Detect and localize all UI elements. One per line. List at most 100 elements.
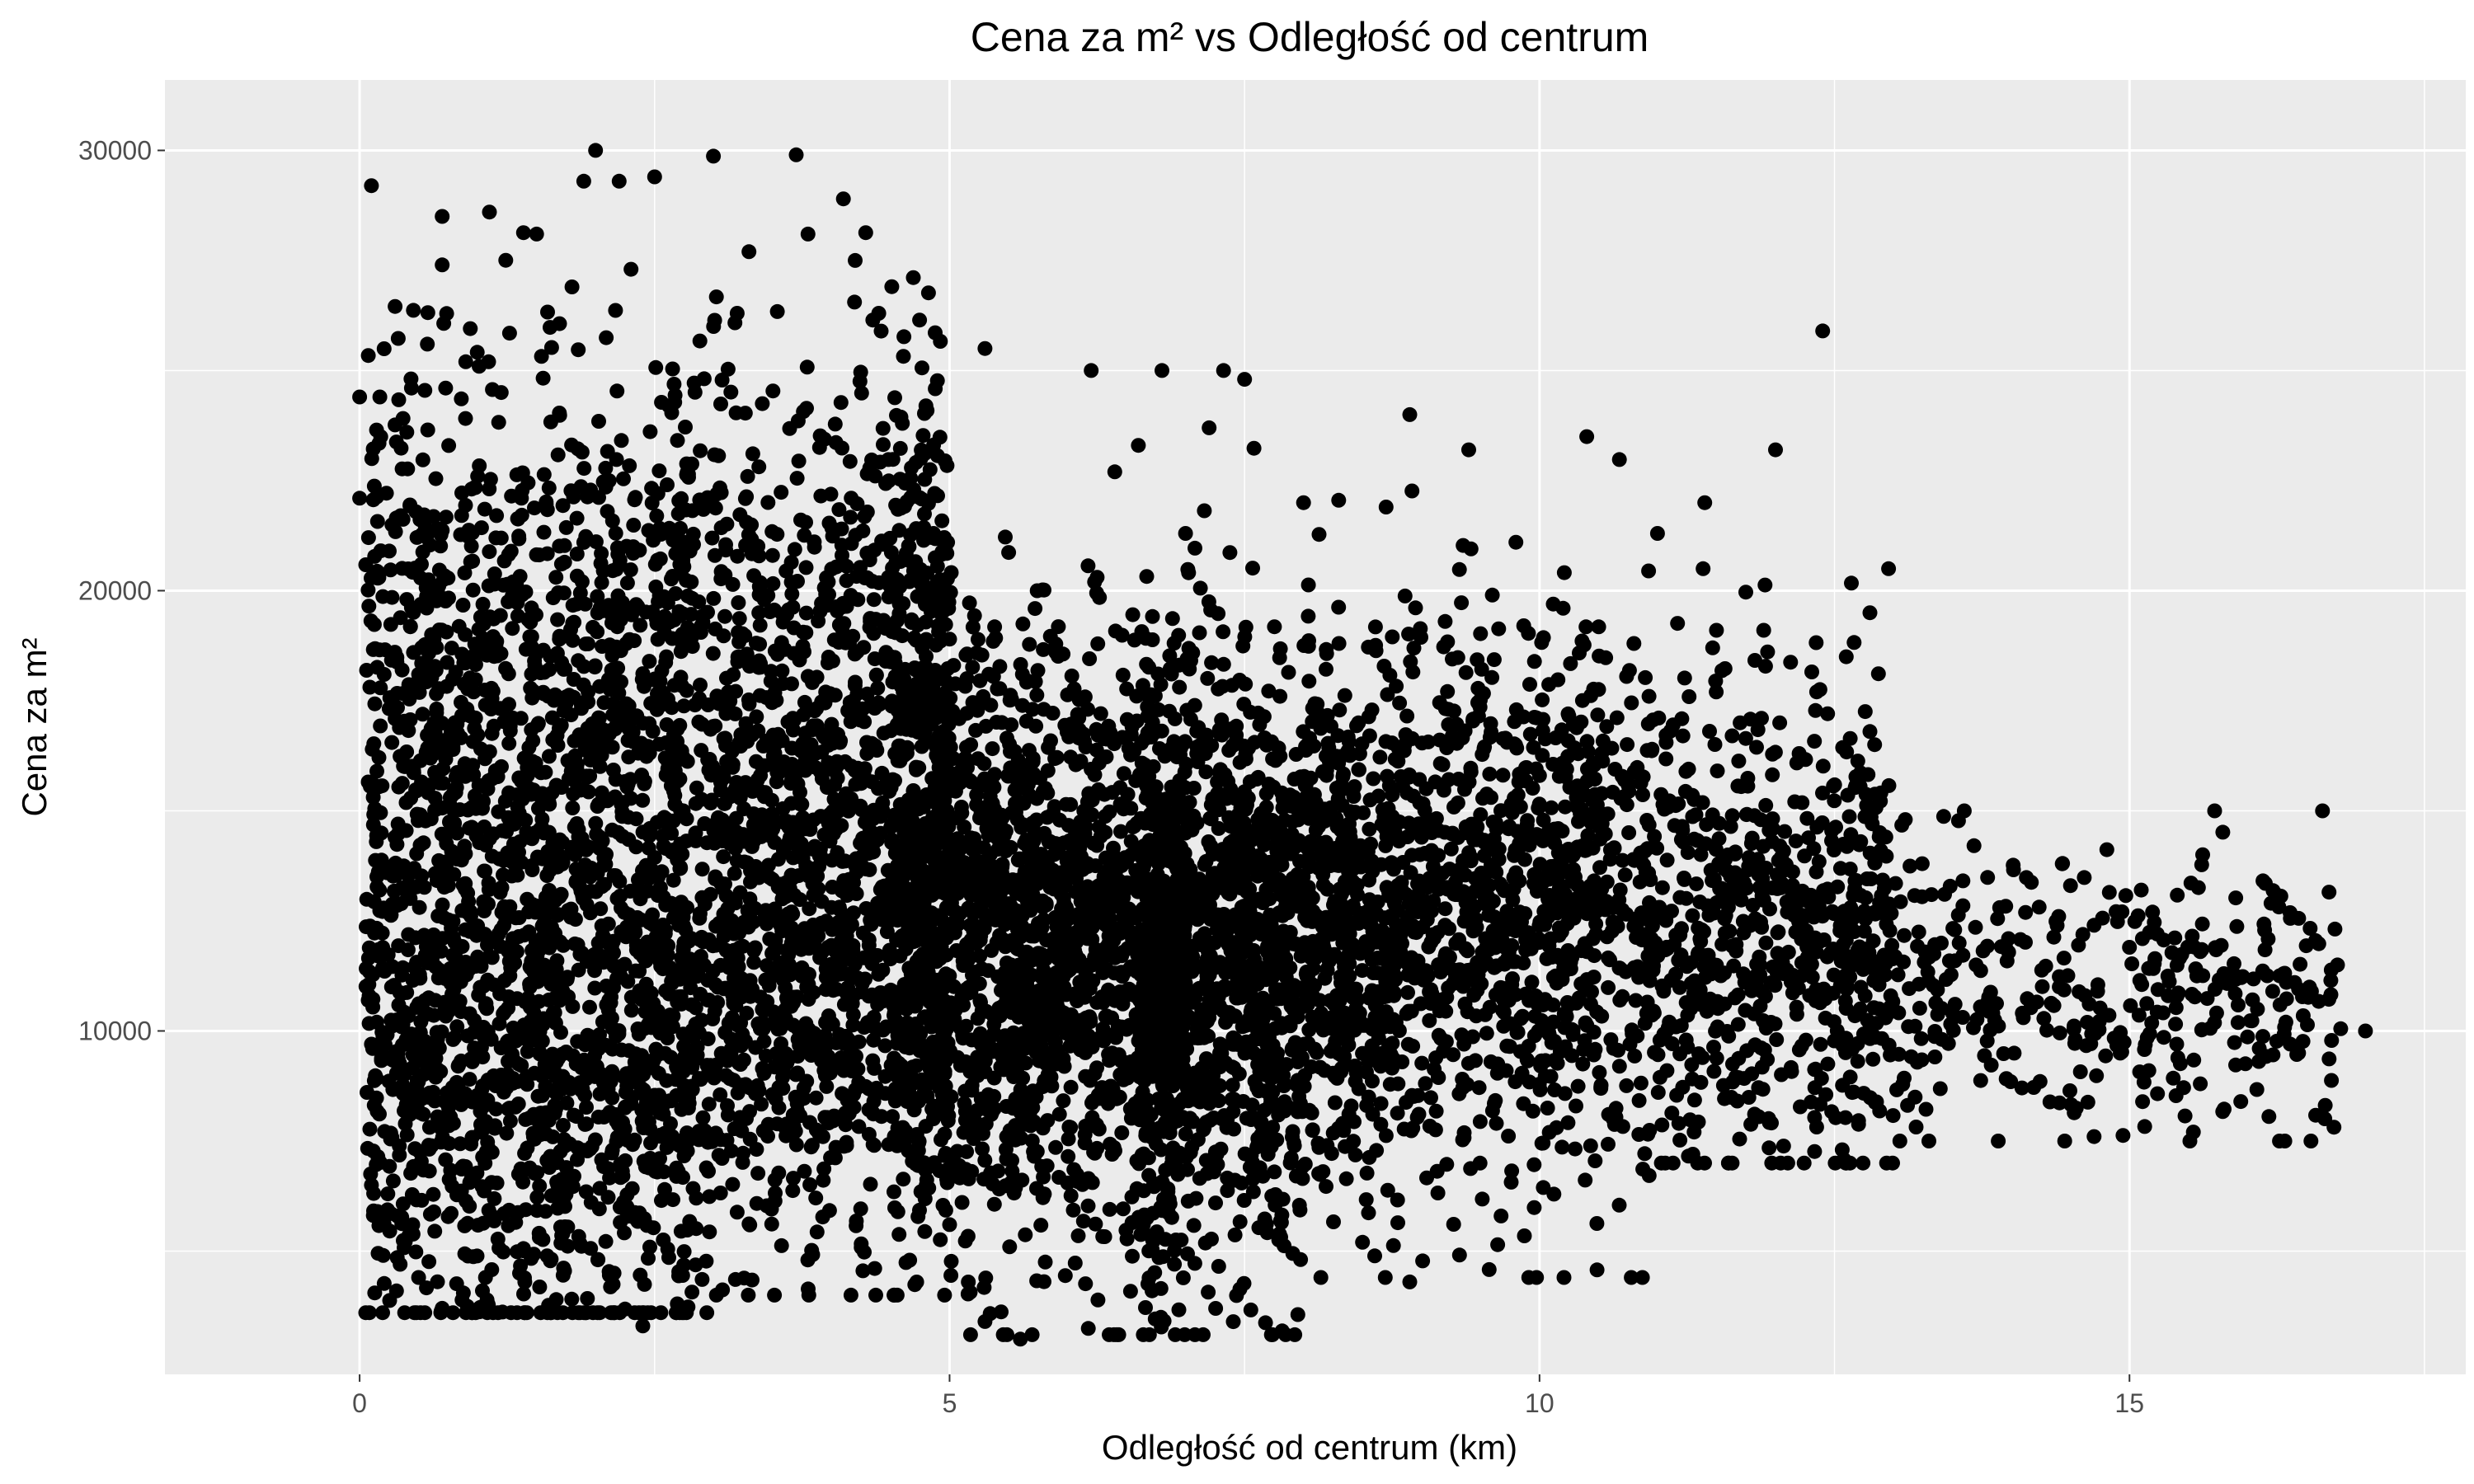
data-point xyxy=(522,830,538,846)
data-point xyxy=(586,619,600,635)
data-point xyxy=(413,1014,429,1030)
data-point xyxy=(1057,1268,1073,1284)
data-point xyxy=(441,438,457,453)
data-points xyxy=(352,143,2373,1347)
data-point xyxy=(882,951,898,967)
data-point xyxy=(420,422,435,438)
data-point xyxy=(1753,984,1769,998)
data-point xyxy=(1642,973,1658,989)
data-point xyxy=(1834,1142,1850,1158)
data-point xyxy=(1491,621,1507,636)
data-point xyxy=(764,1216,779,1232)
data-point xyxy=(934,513,950,528)
data-point xyxy=(632,542,647,558)
data-point xyxy=(2168,1000,2184,1016)
data-point xyxy=(801,1281,816,1297)
data-point xyxy=(2131,1007,2147,1023)
data-point xyxy=(390,331,406,346)
data-point xyxy=(453,1136,468,1152)
data-point xyxy=(1606,900,1621,916)
data-point xyxy=(1824,1104,1840,1120)
data-point xyxy=(1243,1302,1258,1317)
data-point xyxy=(763,674,778,689)
data-point xyxy=(684,1284,700,1300)
data-point xyxy=(1135,1084,1150,1100)
data-point xyxy=(516,1286,531,1302)
data-point xyxy=(501,326,517,341)
data-point xyxy=(1178,1126,1193,1142)
data-point xyxy=(372,389,388,405)
data-point xyxy=(1804,665,1819,679)
data-point xyxy=(455,598,471,613)
data-point xyxy=(965,619,981,635)
data-point xyxy=(706,148,722,164)
data-point xyxy=(635,792,651,808)
data-point xyxy=(366,478,382,494)
data-point xyxy=(1037,1274,1051,1289)
data-point xyxy=(1428,1050,1444,1066)
data-point xyxy=(1063,796,1079,812)
data-point xyxy=(510,1244,524,1260)
data-point xyxy=(1951,935,1967,951)
data-point xyxy=(367,1285,383,1301)
data-point xyxy=(361,599,377,614)
data-point xyxy=(1033,1218,1049,1233)
data-point xyxy=(1305,1123,1320,1139)
data-point xyxy=(985,741,1000,757)
data-point xyxy=(2230,1015,2246,1031)
data-point xyxy=(524,862,540,877)
data-point xyxy=(517,1305,532,1321)
data-point xyxy=(749,709,764,725)
data-point xyxy=(426,1186,441,1202)
data-point xyxy=(2257,942,2273,958)
data-point xyxy=(2046,929,2062,945)
data-point xyxy=(1699,817,1714,833)
data-point xyxy=(1619,1078,1634,1093)
data-point xyxy=(619,575,635,591)
data-point xyxy=(1557,799,1573,815)
data-point xyxy=(819,1078,835,1094)
data-point xyxy=(1404,483,1420,499)
data-point xyxy=(1776,1139,1791,1154)
data-point xyxy=(798,560,814,575)
data-point xyxy=(702,1189,717,1205)
data-point xyxy=(775,1064,791,1079)
data-point xyxy=(626,518,642,533)
data-point xyxy=(1813,1036,1828,1052)
data-point xyxy=(1358,1192,1374,1208)
data-point xyxy=(530,1088,546,1104)
data-point xyxy=(380,1186,396,1202)
data-point xyxy=(590,1252,605,1268)
data-point xyxy=(1893,894,1908,909)
data-point xyxy=(498,252,514,268)
data-point xyxy=(1568,1141,1583,1157)
data-point xyxy=(896,349,911,364)
data-point xyxy=(538,764,553,780)
data-point xyxy=(395,1196,411,1212)
data-point xyxy=(688,1017,703,1032)
data-point xyxy=(1064,668,1079,683)
data-point xyxy=(1331,599,1347,615)
data-point xyxy=(1446,1217,1461,1232)
data-point xyxy=(1541,677,1557,693)
data-point xyxy=(1200,670,1216,686)
data-point xyxy=(379,486,394,501)
data-point xyxy=(885,1109,901,1125)
data-point xyxy=(587,980,603,996)
data-point xyxy=(1192,1171,1207,1186)
data-point xyxy=(713,397,728,411)
data-point xyxy=(868,667,884,683)
data-point xyxy=(998,529,1013,545)
data-point xyxy=(1290,1307,1305,1322)
data-point xyxy=(1677,670,1692,686)
data-point xyxy=(2227,1035,2242,1050)
data-point xyxy=(1116,766,1131,782)
data-point xyxy=(1504,1163,1520,1179)
data-point xyxy=(2295,1034,2311,1050)
data-point xyxy=(1524,974,1540,990)
data-point xyxy=(496,867,510,883)
data-point xyxy=(2172,1056,2188,1072)
data-point xyxy=(637,1276,652,1292)
data-point xyxy=(665,361,680,377)
data-point xyxy=(2195,847,2210,862)
